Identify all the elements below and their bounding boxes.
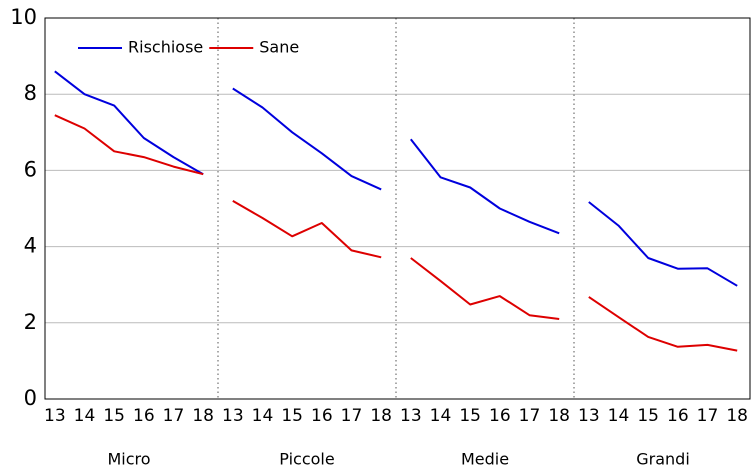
- series-line: [588, 296, 738, 352]
- x-tick-label: 15: [103, 406, 125, 426]
- x-tick-label: 14: [74, 406, 96, 426]
- x-tick-label: 16: [667, 406, 689, 426]
- y-tick-label: 0: [24, 386, 37, 410]
- x-tick-label: 17: [519, 406, 541, 426]
- x-tick-label: 13: [400, 406, 422, 426]
- group-label: Medie: [461, 450, 509, 467]
- legend-label: Rischiose: [128, 38, 203, 57]
- legend-label: Sane: [259, 38, 299, 57]
- series-line: [410, 138, 560, 235]
- x-tick-label: 13: [44, 406, 66, 426]
- series-line: [588, 201, 738, 287]
- group-label: Piccole: [279, 450, 334, 467]
- series-line: [410, 257, 560, 320]
- group-label: Micro: [107, 450, 150, 467]
- x-tick-label: 18: [548, 406, 570, 426]
- x-tick-label: 18: [192, 406, 214, 426]
- x-tick-label: 17: [341, 406, 363, 426]
- x-tick-label: 15: [637, 406, 659, 426]
- x-tick-label: 13: [578, 406, 600, 426]
- y-tick-label: 2: [24, 310, 37, 334]
- x-tick-label: 17: [697, 406, 719, 426]
- plot-frame: [44, 17, 751, 400]
- x-tick-label: 18: [370, 406, 392, 426]
- series-line: [54, 70, 204, 176]
- x-tick-label: 18: [726, 406, 748, 426]
- x-tick-label: 14: [430, 406, 452, 426]
- x-tick-label: 15: [459, 406, 481, 426]
- x-tick-label: 16: [311, 406, 333, 426]
- y-tick-label: 6: [24, 157, 37, 181]
- x-tick-label: 17: [163, 406, 185, 426]
- series-line: [232, 87, 382, 191]
- x-tick-label: 13: [222, 406, 244, 426]
- y-tick-label: 10: [10, 5, 37, 29]
- x-tick-label: 14: [252, 406, 274, 426]
- x-tick-label: 16: [489, 406, 511, 426]
- x-tick-label: 16: [133, 406, 155, 426]
- x-tick-label: 15: [281, 406, 303, 426]
- series-line: [232, 200, 382, 259]
- y-tick-label: 4: [24, 234, 37, 258]
- y-tick-label: 8: [24, 81, 37, 105]
- series-line: [54, 114, 204, 176]
- x-tick-label: 14: [608, 406, 630, 426]
- group-label: Grandi: [636, 450, 690, 467]
